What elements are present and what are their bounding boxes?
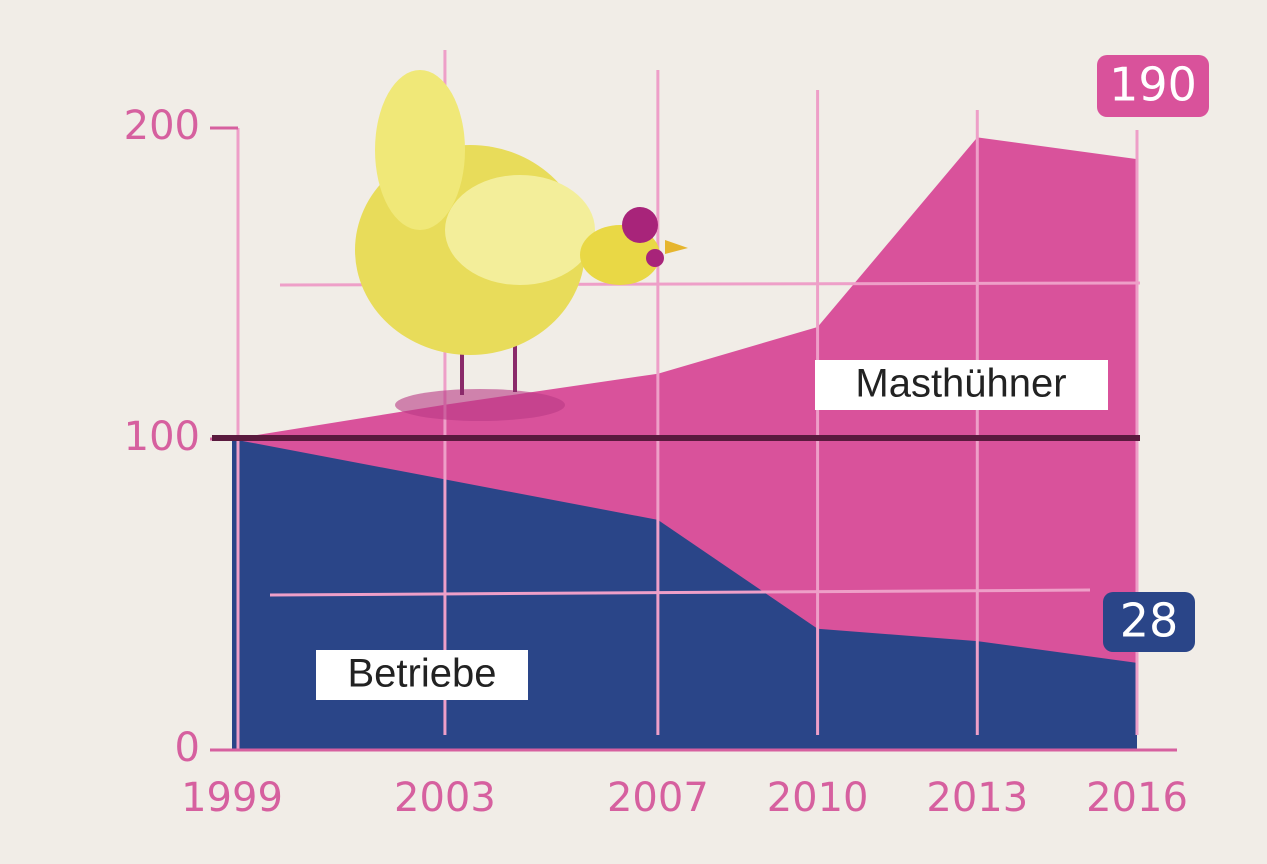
- x-tick-label: 1999: [181, 775, 283, 821]
- x-tick-label: 2013: [926, 775, 1028, 821]
- y-tick-label: 200: [124, 103, 200, 149]
- x-tick-label: 2016: [1086, 775, 1188, 821]
- x-tick-label: 2003: [394, 775, 496, 821]
- x-tick-label: 2010: [767, 775, 869, 821]
- chart: 0 100 200 1999 2003 2007 2010 2013 2016 190 28 M…: [0, 0, 1267, 864]
- series-label: Betriebe: [348, 652, 497, 696]
- x-tick-label: 2007: [607, 775, 709, 821]
- series-label: Masthühner: [855, 362, 1066, 406]
- y-tick-label: 0: [175, 725, 200, 771]
- y-tick-label: 100: [124, 414, 200, 460]
- end-value-label: 28: [1120, 594, 1179, 648]
- end-value-label: 190: [1109, 58, 1197, 112]
